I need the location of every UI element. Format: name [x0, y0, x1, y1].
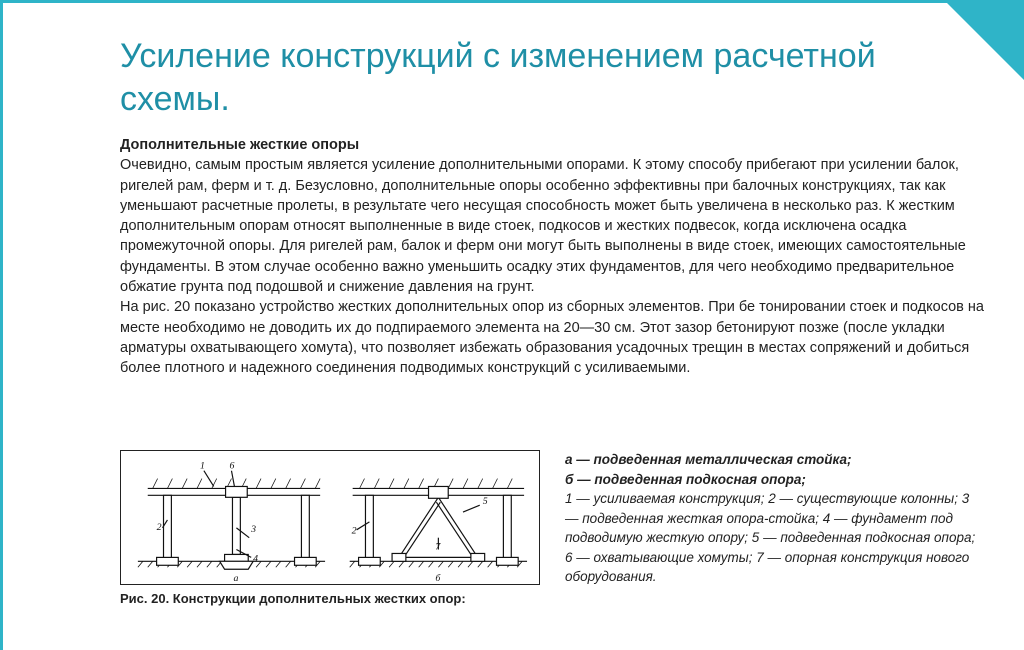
lower-row: 1 6 2 3 4 а: [120, 450, 990, 606]
label-a-6: 6: [230, 461, 235, 472]
legend-b: б — подведенная подкосная опора;: [565, 472, 806, 487]
figure-20-svg: 1 6 2 3 4 а: [120, 450, 540, 585]
figure-20: 1 6 2 3 4 а: [120, 450, 540, 606]
subheading: Дополнительные жесткие опоры: [120, 137, 359, 153]
legend-a: а — подведенная металлическая стойка;: [565, 452, 852, 467]
label-a-1: 1: [200, 461, 205, 472]
paragraph-1: Очевидно, самым простым является усилени…: [120, 157, 966, 295]
label-b-5: 5: [483, 496, 488, 507]
accent-top-edge: [0, 0, 1024, 3]
label-a-4: 4: [253, 553, 258, 564]
slide-title: Усиление конструкций с изменением расчет…: [120, 35, 900, 120]
label-b-7: 7: [435, 542, 441, 553]
label-a-3: 3: [250, 524, 256, 535]
figure-caption: Рис. 20. Конструкции дополнительных жест…: [120, 591, 540, 606]
accent-left-edge: [0, 0, 3, 650]
paragraph-2: На рис. 20 показано устройство жестких д…: [120, 299, 984, 376]
body-text: Дополнительные жесткие опоры Очевидно, с…: [120, 135, 990, 379]
label-a-letter: а: [233, 573, 238, 584]
label-b-2: 2: [352, 526, 357, 537]
label-a-2: 2: [157, 522, 162, 533]
label-b-letter: б: [435, 573, 441, 584]
accent-corner: [944, 0, 1024, 80]
legend-items: 1 — усиливаемая конструкция; 2 — существ…: [565, 491, 975, 584]
figure-legend: а — подведенная металлическая стойка; б …: [565, 450, 985, 606]
